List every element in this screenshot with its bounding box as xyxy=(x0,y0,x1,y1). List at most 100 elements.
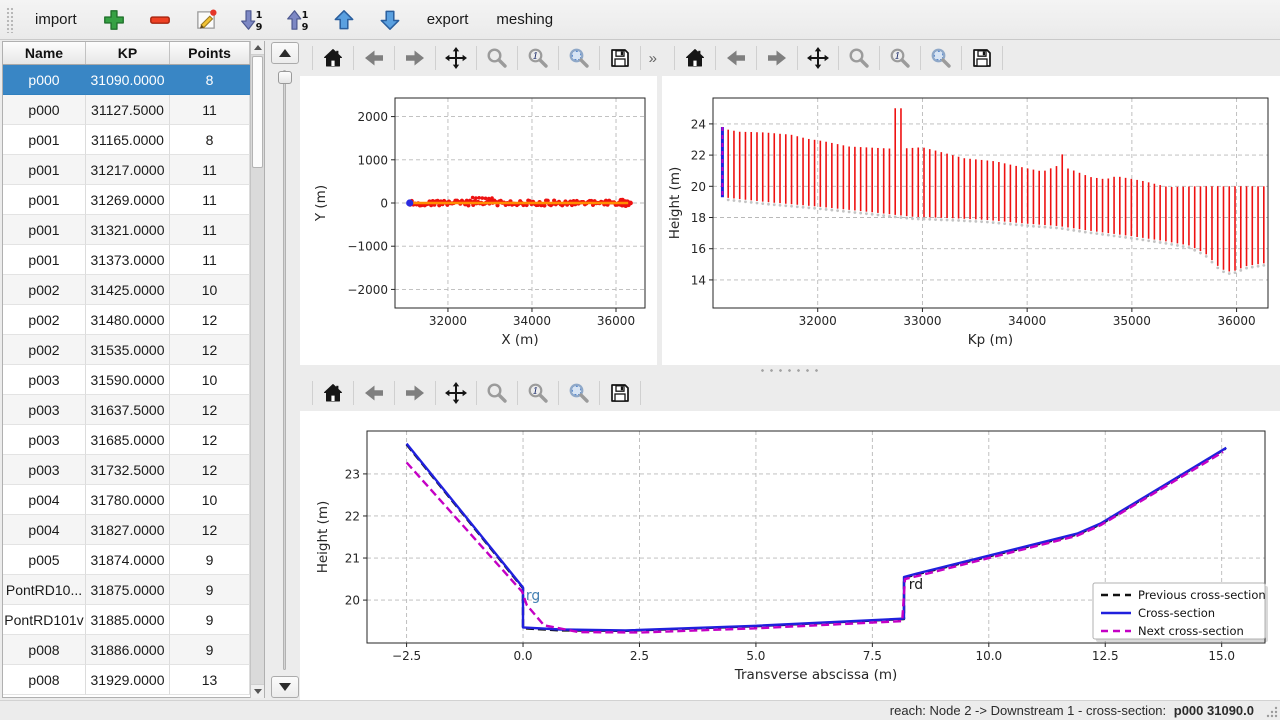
status-text: reach: Node 2 -> Downstream 1 - cross-se… xyxy=(889,703,1254,718)
table-row[interactable]: PontRD101v 31885.0000 9 xyxy=(3,605,264,635)
home-button[interactable] xyxy=(677,42,713,74)
svg-text:7.5: 7.5 xyxy=(863,649,882,663)
status-current-cross-section: p000 31090.0 xyxy=(1173,703,1254,718)
remove-cross-section-button[interactable] xyxy=(143,3,177,37)
toolbar-drag-handle[interactable] xyxy=(6,6,13,33)
zoom-button[interactable] xyxy=(479,42,515,74)
add-cross-section-button[interactable] xyxy=(97,3,131,37)
save-icon xyxy=(608,381,632,405)
svg-text:−2.5: −2.5 xyxy=(392,649,421,663)
table-row[interactable]: p001 31269.0000 11 xyxy=(3,185,264,215)
zoom-region-button[interactable] xyxy=(520,42,556,74)
table-row[interactable]: p003 31732.5000 12 xyxy=(3,455,264,485)
pan-button[interactable] xyxy=(800,42,836,74)
xy-plot-panel: » 32000 34000 36000 −2000 −1000 0 1000 2000 X (m… xyxy=(300,40,657,365)
svg-text:20: 20 xyxy=(691,180,706,194)
table-scrollbar[interactable] xyxy=(250,41,264,698)
next-cross-section-button[interactable] xyxy=(271,676,299,698)
zoom-button[interactable] xyxy=(841,42,877,74)
zoom-fit-button[interactable] xyxy=(923,42,959,74)
zoom-region-button[interactable] xyxy=(520,377,556,409)
column-header-kp[interactable]: KP xyxy=(86,42,170,64)
table-row[interactable]: p000 31090.0000 8 xyxy=(3,65,264,95)
home-icon xyxy=(321,381,345,405)
svg-text:16: 16 xyxy=(691,242,706,256)
sort-ascending-button[interactable] xyxy=(235,3,269,37)
table-row[interactable]: p001 31217.0000 11 xyxy=(3,155,264,185)
zoom-region-button[interactable] xyxy=(882,42,918,74)
table-row[interactable]: p000 31127.5000 11 xyxy=(3,95,264,125)
zoom-region-icon xyxy=(526,381,550,405)
home-icon xyxy=(321,46,345,70)
resize-grip[interactable] xyxy=(1265,705,1278,718)
edit-cross-section-button[interactable] xyxy=(189,3,223,37)
table-row[interactable]: p001 31165.0000 8 xyxy=(3,125,264,155)
forward-button[interactable] xyxy=(397,377,433,409)
scrollbar-thumb[interactable] xyxy=(252,56,263,168)
table-row[interactable]: p002 31480.0000 12 xyxy=(3,305,264,335)
move-up-button[interactable] xyxy=(327,3,361,37)
save-button[interactable] xyxy=(964,42,1000,74)
toolbar-overflow-button[interactable]: » xyxy=(648,49,657,67)
cross-sections-panel: Name KP Points p000 31090.0000 8 p000 31127.50… xyxy=(0,40,300,700)
svg-text:20: 20 xyxy=(345,594,360,608)
svg-text:1000: 1000 xyxy=(357,153,388,167)
table-row[interactable]: p005 31874.0000 9 xyxy=(3,545,264,575)
pan-button[interactable] xyxy=(438,377,474,409)
table-row[interactable]: p004 31780.0000 10 xyxy=(3,485,264,515)
legend: Previous cross-section Cross-section Next … xyxy=(1092,582,1268,642)
table-row[interactable]: p001 31321.0000 11 xyxy=(3,215,264,245)
table-row[interactable]: p001 31373.0000 11 xyxy=(3,245,264,275)
export-button[interactable]: export xyxy=(419,5,477,34)
slider-handle[interactable] xyxy=(278,71,292,84)
table-row[interactable]: p008 31886.0000 9 xyxy=(3,635,264,665)
back-button[interactable] xyxy=(356,42,392,74)
svg-text:2.5: 2.5 xyxy=(630,649,649,663)
svg-text:22: 22 xyxy=(691,149,706,163)
horizontal-splitter[interactable] xyxy=(300,365,1280,375)
table-row[interactable]: p002 31535.0000 12 xyxy=(3,335,264,365)
pan-button[interactable] xyxy=(438,42,474,74)
home-button[interactable] xyxy=(315,42,351,74)
svg-text:Next cross-section: Next cross-section xyxy=(1138,624,1244,638)
pan-icon xyxy=(806,46,830,70)
cross-section-plot-canvas[interactable]: rg rd −2.5 0.0 2.5 5.0 7.5 10.0 12.5 15.0 20 21 22 23… xyxy=(300,411,1280,700)
zoom-fit-button[interactable] xyxy=(561,42,597,74)
save-button[interactable] xyxy=(602,377,638,409)
table-row[interactable]: p003 31590.0000 10 xyxy=(3,365,264,395)
forward-icon xyxy=(403,381,427,405)
previous-cross-section-button[interactable] xyxy=(271,42,299,64)
column-header-name[interactable]: Name xyxy=(3,42,86,64)
svg-text:32000: 32000 xyxy=(429,314,467,328)
back-button[interactable] xyxy=(356,377,392,409)
scroll-up-button[interactable] xyxy=(251,41,264,55)
home-button[interactable] xyxy=(315,377,351,409)
save-button[interactable] xyxy=(602,42,638,74)
remove-icon xyxy=(147,7,173,33)
cross-section-slider[interactable] xyxy=(271,68,299,672)
table-row[interactable]: p003 31685.0000 12 xyxy=(3,425,264,455)
slider-groove xyxy=(283,70,286,670)
table-row[interactable]: p002 31425.0000 10 xyxy=(3,275,264,305)
table-row[interactable]: p008 31929.0000 13 xyxy=(3,665,264,695)
table-row[interactable]: p003 31637.5000 12 xyxy=(3,395,264,425)
sort-descending-button[interactable] xyxy=(281,3,315,37)
forward-button[interactable] xyxy=(397,42,433,74)
import-button[interactable]: import xyxy=(27,5,85,34)
table-row[interactable]: p004 31827.0000 12 xyxy=(3,515,264,545)
longitudinal-plot-canvas[interactable]: 32000 33000 34000 35000 36000 14 16 18 20 22 24 Kp … xyxy=(662,76,1280,365)
forward-button[interactable] xyxy=(759,42,795,74)
meshing-button[interactable]: meshing xyxy=(488,5,561,34)
back-button[interactable] xyxy=(718,42,754,74)
zoom-fit-button[interactable] xyxy=(561,377,597,409)
xy-plot-canvas[interactable]: 32000 34000 36000 −2000 −1000 0 1000 2000 X (m) Y… xyxy=(300,76,657,365)
column-header-points[interactable]: Points xyxy=(170,42,250,64)
table-row[interactable]: PontRD10... 31875.0000 9 xyxy=(3,575,264,605)
zoom-icon xyxy=(485,381,509,405)
longitudinal-plot-panel: 32000 33000 34000 35000 36000 14 16 18 20 22 24 Kp … xyxy=(662,40,1280,365)
zoom-button[interactable] xyxy=(479,377,515,409)
back-icon xyxy=(724,46,748,70)
scroll-down-button[interactable] xyxy=(251,684,264,698)
table-header: Name KP Points xyxy=(3,42,264,65)
move-down-button[interactable] xyxy=(373,3,407,37)
